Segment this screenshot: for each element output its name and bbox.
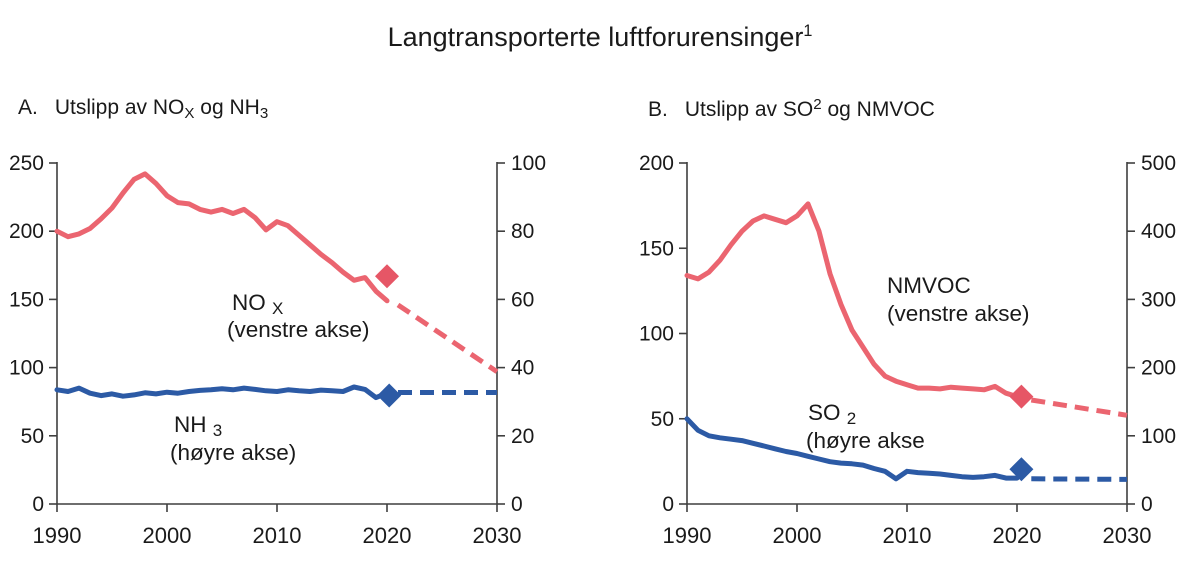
subtitle-segment: 2 [813, 96, 822, 113]
left-axis-tick-label: 200 [639, 152, 674, 175]
series-nmvoc-projection-dashed-line [1030, 397, 1128, 418]
series-so2-diamond-marker [1009, 457, 1034, 482]
figure-title: Langtransporterte luftforurensinger1 [0, 22, 1200, 53]
left-axis-tick-label: 150 [9, 288, 44, 311]
x-axis-tick-label: 2020 [363, 523, 412, 548]
panel-b-subtitle: Utslipp av SO2 og NMVOC [684, 96, 935, 121]
left-axis-tick-label: 200 [9, 220, 44, 243]
annotation-segment: NH [174, 412, 213, 437]
right-axis-tick-label: 80 [511, 220, 534, 243]
series-so2-projection-dashed-line [1031, 476, 1128, 482]
panel-a-chart: 0 50 100 150 200 250 0 20 40 60 80 100 1990 2000 2010 2… [0, 140, 570, 552]
annotation-segment: 2 [847, 409, 856, 428]
panel-a-subtitle: Utslipp av NOX og NH3 [54, 96, 269, 122]
subtitle-segment: og NH [194, 96, 260, 119]
x-axis-tick-label: 2030 [473, 523, 522, 548]
annotation-segment: SO [808, 400, 847, 425]
panel-a-header: A. Utslipp av NOX og NH3 [18, 96, 268, 122]
subtitle-segment: Utslipp av SO [684, 98, 814, 121]
subtitle-segment: Utslipp av NO [54, 96, 185, 119]
panel-a-letter: A. [18, 96, 38, 119]
right-axis-tick-label: 0 [1141, 493, 1153, 516]
right-axis-tick-label: 100 [1141, 425, 1176, 448]
left-axis-tick-label: 50 [651, 408, 674, 431]
right-axis-tick-label: 40 [511, 357, 534, 380]
series-nox-diamond-marker [375, 264, 399, 289]
x-axis-tick-label: 2030 [1103, 523, 1152, 548]
series-nmvoc-diamond-marker [1009, 384, 1034, 409]
panel-b-chart: 0 50 100 150 200 0 100 200 300 400 500 1990 2000 2010… [630, 140, 1200, 552]
series-annotation: NO X [232, 290, 283, 318]
panel-a: A. Utslipp av NOX og NH3 0 50 100 150 200 250 0… [0, 0, 570, 564]
figure-title-text: Langtransporterte luftforurensinger [387, 22, 804, 52]
right-axis-tick-label: 100 [511, 152, 546, 175]
chart-svg-A: 0 50 100 150 200 250 0 20 40 60 80 100 1990 2000 2010 2… [9, 152, 546, 548]
x-axis-tick-label: 1990 [663, 523, 712, 548]
series-annotation: (høyre akse) [170, 440, 296, 465]
x-axis-tick-label: 2000 [143, 523, 192, 548]
annotation-segment: X [272, 299, 283, 318]
series-so2-solid-line [684, 416, 1020, 482]
panel-b-header: B. Utslipp av SO2 og NMVOC [648, 96, 935, 122]
right-axis-tick-label: 400 [1141, 220, 1176, 243]
annotation-segment: (venstre akse) [227, 317, 370, 342]
x-axis-tick-label: 2000 [773, 523, 822, 548]
series-annotation: SO 2 [808, 400, 856, 428]
series-nmvoc-solid-line [684, 201, 1020, 400]
left-axis-tick-label: 0 [32, 493, 44, 516]
annotation-segment: (venstre akse) [887, 301, 1030, 326]
series-nh3-solid-line [54, 384, 390, 401]
series-nox-solid-line [54, 171, 390, 304]
left-axis-tick-label: 100 [639, 323, 674, 346]
left-axis-tick-label: 100 [9, 357, 44, 380]
series-annotation: NH 3 [174, 412, 222, 440]
x-axis-tick-label: 2010 [253, 523, 302, 548]
right-axis-tick-label: 300 [1141, 288, 1176, 311]
left-axis-tick-label: 50 [21, 425, 44, 448]
panel-b-letter: B. [648, 98, 668, 121]
annotation-segment: (høyre akse) [170, 440, 296, 465]
right-axis-tick-label: 500 [1141, 152, 1176, 175]
panel-b: B. Utslipp av SO2 og NMVOC 0 50 100 150 200 0 1… [630, 0, 1200, 564]
figure-title-superscript: 1 [803, 22, 813, 40]
left-axis-tick-label: 150 [639, 237, 674, 260]
x-axis-tick-label: 1990 [33, 523, 82, 548]
series-nh3-diamond-marker [377, 383, 402, 408]
right-axis-tick-label: 0 [511, 493, 523, 516]
subtitle-segment: X [184, 105, 195, 122]
subtitle-segment: 3 [259, 105, 269, 122]
right-axis-tick-label: 60 [511, 288, 534, 311]
series-annotation: (venstre akse) [227, 317, 370, 342]
right-axis-tick-label: 20 [511, 425, 534, 448]
series-annotation: NMVOC [887, 273, 971, 298]
x-axis-tick-label: 2020 [993, 523, 1042, 548]
right-axis-tick-label: 200 [1141, 357, 1176, 380]
x-axis-tick-label: 2010 [883, 523, 932, 548]
series-nox-projection-dashed-line [396, 302, 499, 374]
annotation-segment: 3 [213, 421, 222, 440]
annotation-segment: NMVOC [887, 273, 971, 298]
series-annotation: (venstre akse) [887, 301, 1030, 326]
annotation-segment: (høyre akse [806, 428, 925, 453]
left-axis-tick-label: 250 [9, 152, 44, 175]
series-annotation: (høyre akse [806, 428, 925, 453]
left-axis-tick-label: 0 [662, 493, 674, 516]
annotation-segment: NO [232, 290, 272, 315]
subtitle-segment: og NMVOC [821, 98, 935, 121]
